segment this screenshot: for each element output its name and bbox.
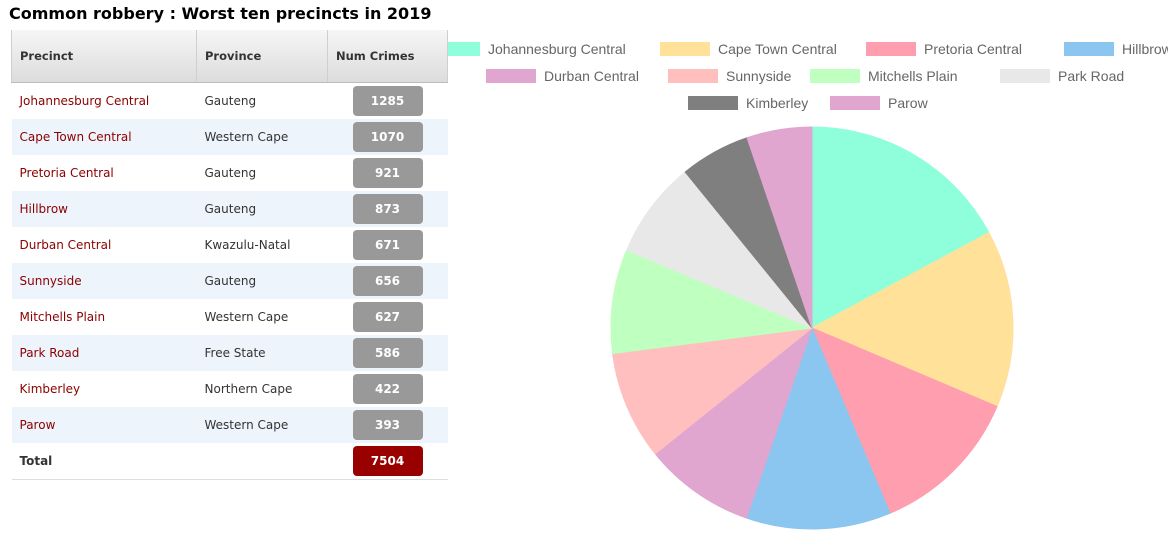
table-row: Pretoria Central Gauteng 921: [11, 155, 448, 191]
legend-label[interactable]: Park Road: [1058, 68, 1124, 84]
legend-label[interactable]: Kimberley: [746, 95, 808, 111]
crime-count-badge: 1285: [352, 86, 423, 116]
legend-label[interactable]: Pretoria Central: [924, 41, 1022, 57]
precinct-cell: Mitchells Plain: [11, 299, 197, 335]
province-cell: Western Cape: [196, 299, 328, 335]
legend-swatch[interactable]: [810, 69, 860, 83]
crime-count-badge: 1070: [352, 122, 423, 152]
pie-slice[interactable]: [626, 171, 813, 329]
crime-count-badge: 873: [352, 194, 423, 224]
precinct-cell: Johannesburg Central: [11, 82, 197, 119]
legend-swatch[interactable]: [448, 42, 480, 56]
legend-swatch[interactable]: [830, 96, 880, 110]
pie-slice[interactable]: [810, 231, 1014, 408]
total-count-badge: 7504: [352, 446, 423, 476]
pie-chart: Johannesburg Central Cape Town Central Pre…: [448, 41, 1168, 530]
legend-label[interactable]: Hillbrow: [1122, 41, 1168, 57]
legend-swatch[interactable]: [660, 42, 710, 56]
header-province[interactable]: Province: [196, 30, 328, 83]
province-cell: Free State: [196, 335, 328, 371]
legend-swatch[interactable]: [1064, 42, 1114, 56]
table-row: Hillbrow Gauteng 873: [11, 191, 448, 227]
legend-label[interactable]: Johannesburg Central: [488, 41, 626, 57]
province-cell: Gauteng: [196, 155, 328, 191]
crime-count-badge: 627: [352, 302, 423, 332]
province-cell: Kwazulu-Natal: [196, 227, 328, 263]
legend-swatch[interactable]: [866, 42, 916, 56]
crime-count-badge: 671: [352, 230, 423, 260]
crime-count-badge: 393: [352, 410, 423, 440]
crime-count-badge: 921: [352, 158, 423, 188]
table-row: Kimberley Northern Cape 422: [11, 371, 448, 407]
table-row: Johannesburg Central Gauteng 1285: [11, 82, 448, 119]
table-row: Sunnyside Gauteng 656: [11, 263, 448, 299]
precinct-cell: Parow: [11, 407, 197, 443]
precinct-cell: Cape Town Central: [11, 119, 197, 155]
total-row: Total 7504: [11, 443, 448, 480]
pie-slice[interactable]: [610, 249, 814, 355]
header-precinct[interactable]: Precinct: [11, 30, 197, 83]
pie-slice[interactable]: [746, 126, 813, 329]
crime-count-badge: 586: [352, 338, 423, 368]
pie-slice[interactable]: [811, 126, 990, 329]
precinct-cell: Park Road: [11, 335, 197, 371]
legend-label[interactable]: Cape Town Central: [718, 41, 837, 57]
crime-table: Precinct Province Num Crimes Johannesbur…: [11, 30, 448, 480]
legend-label[interactable]: Durban Central: [544, 68, 639, 84]
precinct-cell: Hillbrow: [11, 191, 197, 227]
pie-slices: [610, 126, 1014, 530]
province-cell: Northern Cape: [196, 371, 328, 407]
precinct-cell: Pretoria Central: [11, 155, 197, 191]
province-cell: Gauteng: [196, 191, 328, 227]
pie-slice[interactable]: [745, 326, 891, 530]
province-cell: Gauteng: [196, 263, 328, 299]
legend-label[interactable]: Mitchells Plain: [868, 68, 957, 84]
pie-slice[interactable]: [654, 326, 814, 519]
header-num-crimes[interactable]: Num Crimes: [327, 30, 448, 83]
crime-count-badge: 422: [352, 374, 423, 404]
legend-swatch[interactable]: [486, 69, 536, 83]
legend-swatch[interactable]: [688, 96, 738, 110]
total-label: Total: [11, 443, 197, 480]
precinct-cell: Durban Central: [11, 227, 197, 263]
page-title: Common robbery : Worst ten precincts in …: [9, 4, 432, 23]
table-header-row: Precinct Province Num Crimes: [11, 30, 448, 83]
table-row: Park Road Free State 586: [11, 335, 448, 371]
precinct-cell: Kimberley: [11, 371, 197, 407]
province-cell: Gauteng: [196, 82, 328, 119]
province-cell: Western Cape: [196, 119, 328, 155]
chart-legend: Johannesburg Central Cape Town Central Pre…: [448, 41, 1168, 111]
legend-swatch[interactable]: [1000, 69, 1050, 83]
crime-count-badge: 656: [352, 266, 423, 296]
province-cell: Western Cape: [196, 407, 328, 443]
pie-slice[interactable]: [612, 327, 814, 455]
table-row: Cape Town Central Western Cape 1070: [11, 119, 448, 155]
table-row: Parow Western Cape 393: [11, 407, 448, 443]
pie-slice[interactable]: [811, 327, 998, 514]
table-row: Mitchells Plain Western Cape 627: [11, 299, 448, 335]
legend-label[interactable]: Sunnyside: [726, 68, 792, 84]
table-row: Durban Central Kwazulu-Natal 671: [11, 227, 448, 263]
legend-swatch[interactable]: [668, 69, 718, 83]
precinct-cell: Sunnyside: [11, 263, 197, 299]
legend-label[interactable]: Parow: [888, 95, 929, 111]
